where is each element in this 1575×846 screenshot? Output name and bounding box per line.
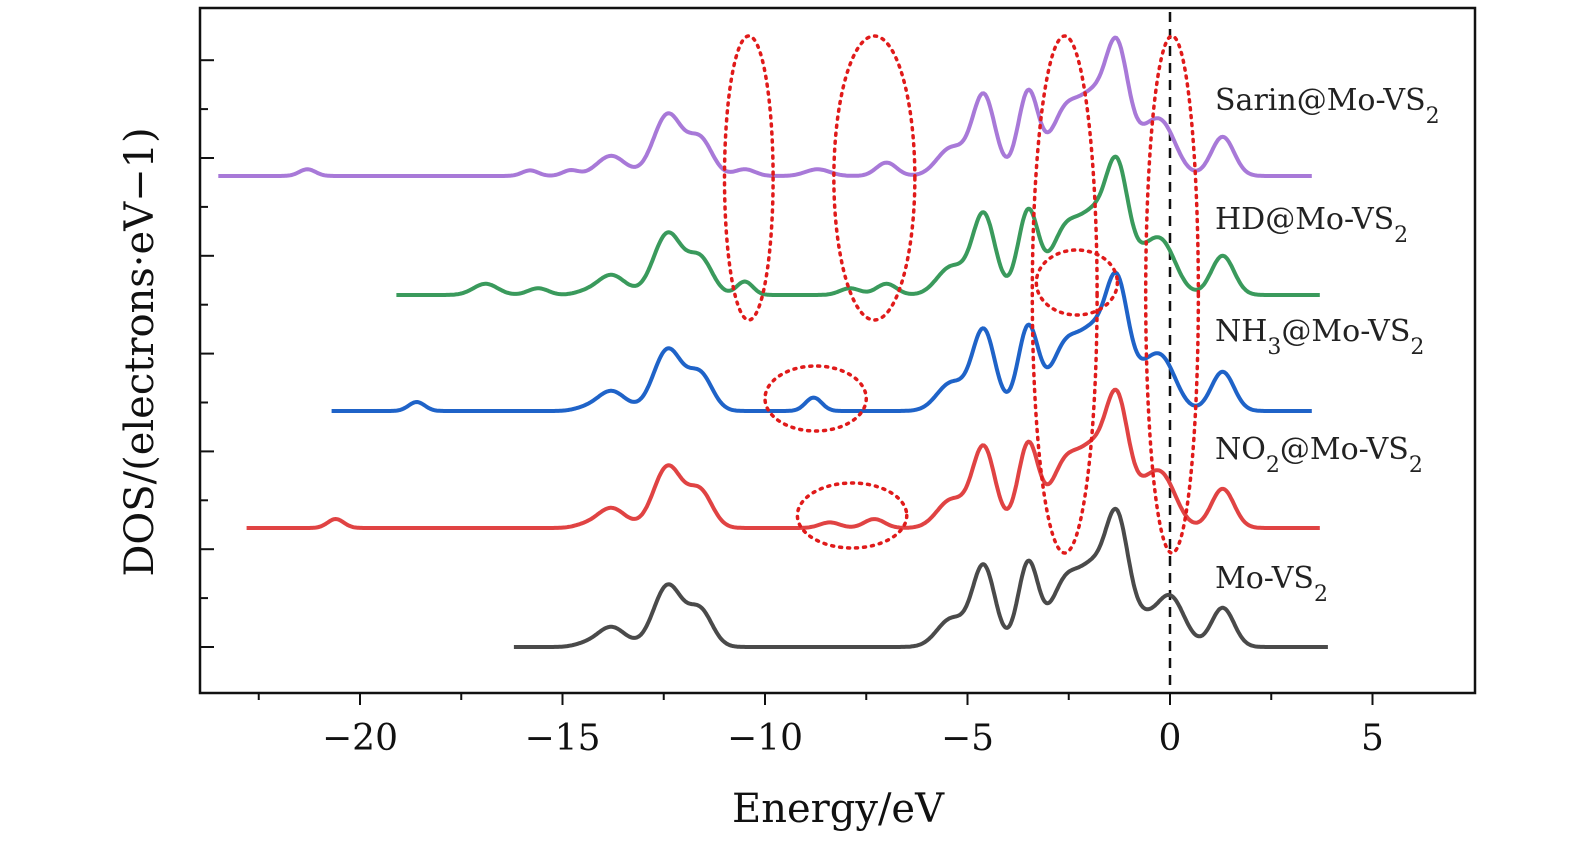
highlight-ellipse	[763, 364, 868, 433]
plot-frame	[198, 6, 1477, 695]
x-tick-label: −15	[525, 718, 601, 759]
x-tick-label: −5	[941, 718, 994, 759]
dos-curve	[513, 506, 1329, 649]
y-axis-title: DOS/(electrons·eV−1)	[117, 127, 163, 576]
highlight-ellipse	[722, 34, 775, 322]
highlight-ellipse	[1034, 248, 1120, 317]
x-tick-labels: −20 −15 −10 −5 0 5	[322, 718, 1384, 759]
series-label: Mo-VS2	[1215, 561, 1328, 607]
series-label: HD@Mo-VS2	[1215, 202, 1408, 248]
dos-curve	[395, 154, 1321, 297]
x-tick-label: −10	[727, 718, 803, 759]
x-axis-title: Energy/eV	[732, 786, 945, 832]
plot-border	[198, 6, 1477, 695]
x-tick-label: 5	[1361, 718, 1384, 759]
highlight-ellipse	[795, 481, 909, 550]
highlight-ellipse	[1143, 34, 1201, 555]
highlight-ellipse	[832, 34, 917, 322]
x-tick-label: −20	[322, 718, 398, 759]
x-tick-label: 0	[1159, 718, 1182, 759]
dos-curve	[246, 387, 1321, 530]
series-label: NO2@Mo-VS2	[1215, 432, 1423, 478]
highlight-ellipse	[1030, 34, 1099, 555]
dos-curve	[331, 270, 1313, 413]
series-labels: Mo-VS2 NO2@Mo-VS2 NH3@Mo-VS2 HD@Mo-VS2 Sarin…	[1215, 83, 1440, 607]
dos-curve	[217, 35, 1313, 178]
highlight-ellipses	[722, 34, 1201, 555]
x-axis-ticks	[257, 693, 1374, 705]
dos-series	[217, 35, 1329, 649]
series-label: Sarin@Mo-VS2	[1215, 83, 1440, 129]
y-axis-ticks	[200, 59, 214, 648]
series-label: NH3@Mo-VS2	[1215, 314, 1424, 360]
